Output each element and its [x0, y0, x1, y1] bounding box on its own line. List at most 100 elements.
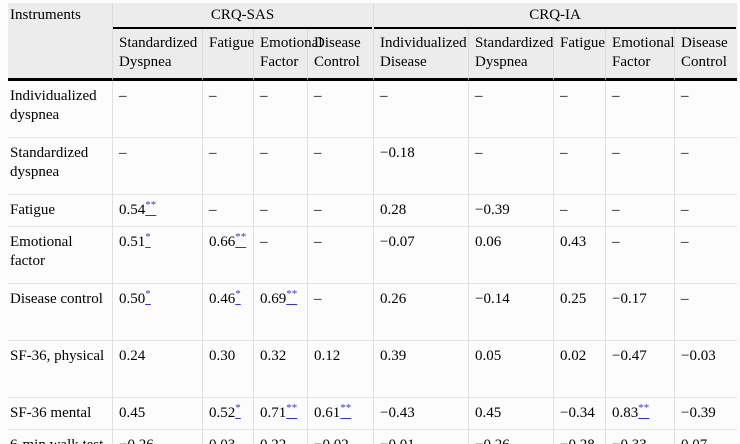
significance-marker: *	[145, 288, 151, 300]
cell-value: –	[260, 234, 268, 250]
footnote-link[interactable]: **	[638, 403, 649, 421]
footnote-link[interactable]: *	[145, 232, 151, 250]
correlation-cell: 0.25	[553, 283, 606, 340]
correlation-cell: 0.26	[373, 283, 469, 340]
correlation-cell: 0.43	[553, 226, 606, 283]
row-label: 6-min walk test	[8, 429, 112, 444]
row-label: SF-36 mental	[8, 397, 112, 429]
correlation-cell: −0.18	[373, 137, 469, 194]
cell-value: –	[119, 145, 127, 161]
cell-value: –	[560, 202, 568, 218]
column-header-sas-disease-control: Disease Control	[307, 29, 374, 81]
correlation-cell: –	[553, 194, 606, 226]
correlation-cell: –	[202, 137, 253, 194]
correlation-cell: 0.71**	[253, 397, 307, 429]
table-row: Fatigue 0.54** – – –0.28 −0.39– – –	[8, 194, 738, 226]
cell-value: −0.26	[475, 437, 510, 444]
table-row: SF-36, physical 0.24 0.30 0.32 0.12 0.39 0.05 0…	[8, 340, 738, 397]
column-header-sas-fatigue: Fatigue	[202, 29, 254, 81]
column-header-sas-standardized-dyspnea: Standardized Dyspnea	[112, 29, 202, 81]
correlation-cell: –	[307, 81, 373, 137]
correlation-cell: –	[202, 81, 253, 137]
footnote-link[interactable]: *	[235, 288, 241, 307]
correlation-cell: −0.28	[553, 429, 606, 444]
correlation-cell: 0.50*	[112, 283, 202, 340]
correlation-cell: −0.39	[468, 194, 554, 226]
cell-value: −0.17	[612, 291, 647, 307]
correlation-cell: 0.07	[674, 429, 738, 444]
correlation-cell: –	[253, 137, 307, 194]
correlation-cell: −0.39	[674, 397, 738, 429]
footnote-link[interactable]: **	[145, 199, 157, 218]
cell-value: 0.45	[475, 405, 502, 421]
correlation-cell: 0.66**	[202, 226, 253, 283]
correlation-cell: 0.45	[468, 397, 554, 429]
cell-value: 0.06	[475, 234, 502, 250]
correlation-cell: –	[307, 194, 374, 226]
cell-value: −0.14	[475, 291, 510, 307]
correlation-cell: −0.07	[373, 226, 469, 283]
correlation-cell: −0.26	[112, 429, 202, 444]
footnote-link[interactable]: **	[286, 289, 297, 307]
footnote-link[interactable]: *	[235, 403, 241, 421]
cell-value: 0.30	[209, 348, 236, 364]
correlation-cell: 0.30	[202, 340, 253, 397]
row-label: Standardized dyspnea	[8, 137, 112, 194]
correlation-table: Instruments CRQ-SAS CRQ-IA Standardized …	[8, 3, 738, 444]
table-body: Individualized dyspnea – – – – – – – – – Standardi…	[8, 81, 738, 444]
cell-value: 0.05	[475, 348, 502, 364]
cell-value: –	[314, 202, 322, 218]
cell-value: 0.50	[119, 291, 146, 307]
cell-value: 0.28	[380, 202, 407, 218]
cell-value: 0.25	[560, 291, 587, 307]
table-row: 6-min walk test −0.26 0.03 0.22 −0.02 −0.01 −0…	[8, 429, 738, 444]
correlation-cell: 0.28	[373, 194, 469, 226]
column-header-ia-emotional-factor: Emotional Factor	[605, 29, 675, 81]
correlation-cell: –	[605, 226, 675, 283]
row-label: Disease control	[8, 283, 112, 340]
footnote-link[interactable]: *	[145, 288, 151, 307]
correlation-cell: −0.01	[373, 429, 469, 444]
cell-value: –	[681, 234, 689, 250]
correlation-cell: −0.33	[605, 429, 675, 444]
significance-marker: **	[340, 402, 352, 414]
correlation-cell: –	[468, 81, 553, 137]
cell-value: 0.54	[119, 202, 146, 218]
cell-value: –	[314, 88, 322, 104]
row-label: Fatigue	[8, 194, 112, 226]
footnote-link[interactable]: **	[286, 403, 297, 421]
correlation-cell: –	[373, 81, 468, 137]
correlation-cell: 0.69**	[253, 283, 307, 340]
significance-marker: *	[235, 288, 241, 300]
group-header-row: Instruments CRQ-SAS CRQ-IA	[8, 3, 738, 81]
footnote-link[interactable]: **	[235, 231, 247, 250]
column-header-ia-standardized-dyspnea: Standardized Dyspnea	[468, 29, 553, 81]
correlation-cell: 0.32	[253, 340, 307, 397]
cell-value: 0.83	[612, 405, 639, 421]
correlation-cell: 0.61**	[307, 397, 374, 429]
cell-value: 0.03	[209, 437, 235, 444]
cell-value: –	[209, 88, 217, 104]
cell-value: 0.12	[314, 348, 341, 364]
correlation-cell: –	[674, 226, 738, 283]
cell-value: −0.02	[314, 437, 349, 444]
instruments-corner-header: Instruments	[8, 3, 112, 81]
correlation-cell: –	[253, 226, 307, 283]
correlation-cell: –	[253, 194, 307, 226]
significance-marker: **	[235, 231, 247, 243]
cell-value: −0.01	[380, 437, 415, 444]
cell-value: −0.26	[119, 437, 154, 444]
footnote-link[interactable]: **	[340, 402, 352, 421]
correlation-cell: –	[674, 81, 737, 137]
cell-value: 0.71	[260, 405, 287, 421]
correlation-cell: –	[605, 137, 675, 194]
correlation-cell: 0.03	[202, 429, 253, 444]
cell-value: –	[560, 88, 568, 104]
table-row: Individualized dyspnea – – – – – – – – –	[8, 81, 737, 137]
cell-value: −0.43	[380, 405, 415, 421]
correlation-cell: 0.52*	[202, 397, 253, 429]
significance-marker: **	[145, 199, 157, 211]
correlation-cell: –	[553, 81, 605, 137]
